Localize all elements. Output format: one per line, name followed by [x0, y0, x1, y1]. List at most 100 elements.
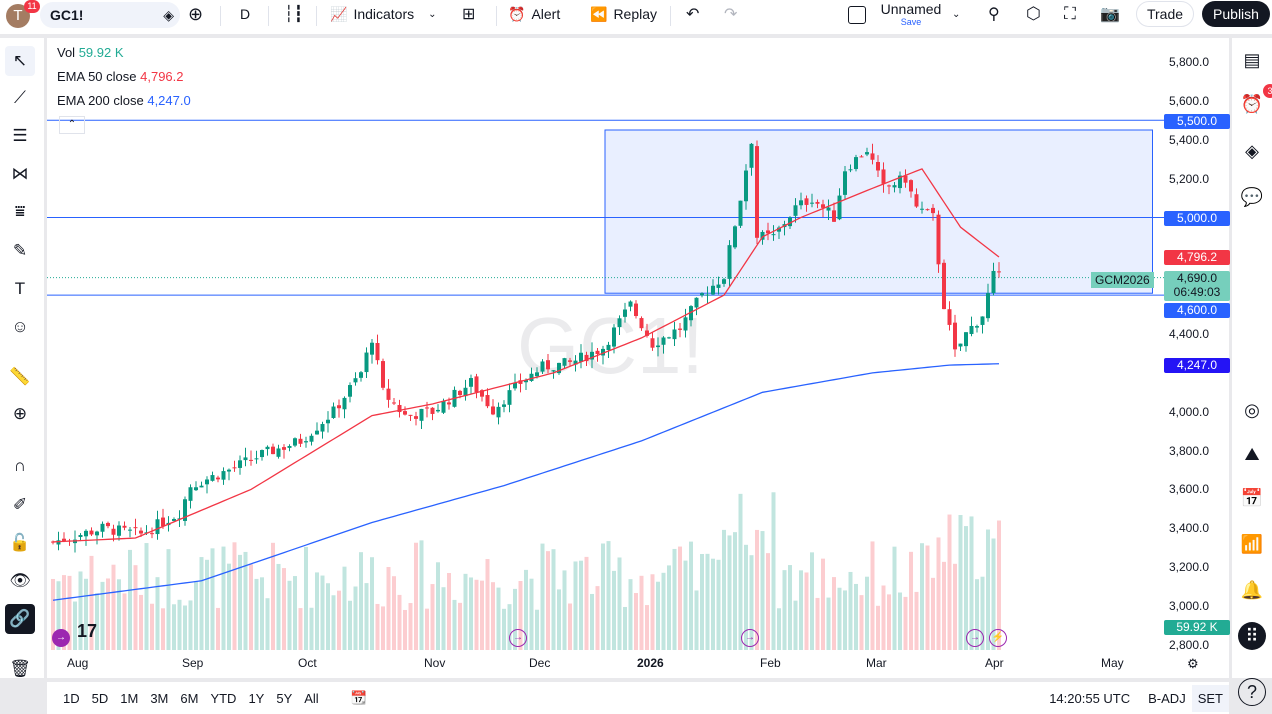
candle-body — [535, 372, 539, 377]
chevron-down-icon[interactable]: ⌄ — [428, 8, 437, 20]
settings-icon[interactable]: ⬡ — [1026, 4, 1041, 23]
clock-label[interactable]: 14:20:55 UTC — [1049, 690, 1131, 706]
volume-bar — [540, 543, 545, 650]
vol-legend[interactable]: Vol 59.92 K — [57, 45, 124, 60]
volume-bar — [744, 544, 748, 650]
text-icon[interactable]: T — [14, 279, 26, 298]
event-icon[interactable]: → — [52, 629, 70, 647]
fullscreen-icon[interactable]: ⛶ — [1064, 4, 1076, 23]
pattern-mountain-icon[interactable]: ⛰ — [1244, 443, 1260, 464]
range-1m[interactable]: 1M — [120, 690, 139, 706]
layouts-grid-icon[interactable]: ⊞ — [462, 6, 476, 23]
chat-icon[interactable]: 💬 — [1240, 186, 1264, 207]
range-ytd[interactable]: YTD — [210, 690, 237, 706]
trade-button[interactable]: Trade — [1136, 1, 1194, 27]
volume-bar — [980, 576, 985, 650]
watchlist-icon[interactable]: ▤ — [1243, 49, 1261, 70]
range-all[interactable]: All — [304, 690, 319, 706]
help-icon[interactable]: ? — [1238, 678, 1266, 706]
volume-bar — [139, 594, 143, 650]
emoji-icon[interactable]: ☺ — [11, 317, 29, 336]
redo-icon[interactable]: ↷ — [724, 6, 738, 23]
publish-button[interactable]: Publish — [1202, 1, 1270, 27]
candle-body — [892, 185, 897, 188]
broadcast-icon[interactable]: 📶 — [1240, 533, 1264, 554]
alerts-clock-icon[interactable]: ⏰ — [1240, 93, 1264, 114]
badj-toggle[interactable]: B-ADJ — [1148, 690, 1186, 706]
layout-square-icon[interactable] — [848, 6, 866, 24]
brush-icon[interactable]: ✎ — [12, 241, 28, 260]
lock-icon[interactable]: 🔓 — [9, 533, 31, 552]
volume-bar — [661, 572, 666, 650]
range-5y[interactable]: 5Y — [276, 690, 293, 706]
price-plot[interactable] — [47, 38, 1229, 678]
ema200-legend[interactable]: EMA 200 close 4,247.0 — [57, 93, 191, 108]
axis-settings-icon[interactable]: ⚙ — [1187, 656, 1199, 671]
horizontal-lines-icon[interactable]: ☰ — [12, 126, 28, 145]
candle-body — [199, 485, 204, 488]
range-1y[interactable]: 1Y — [248, 690, 265, 706]
ema50-legend[interactable]: EMA 50 close 4,796.2 — [57, 69, 184, 84]
calendar-icon[interactable]: 📅 — [1240, 487, 1264, 508]
layers-icon[interactable]: ◈ — [1245, 140, 1259, 161]
replay-button[interactable]: ⏪ Replay — [590, 5, 658, 23]
compass-icon[interactable]: ◎ — [1244, 399, 1260, 420]
pattern-icon[interactable]: ⋈ — [11, 164, 29, 183]
volume-bar — [617, 557, 622, 650]
date-range-calendar-icon[interactable]: 📆 — [350, 690, 367, 705]
magnet-icon[interactable]: ∩ — [13, 456, 27, 475]
range-5d[interactable]: 5D — [91, 690, 109, 706]
candle-body — [485, 395, 490, 407]
lightning-icon[interactable]: ⚡ — [989, 629, 1007, 647]
trash-icon[interactable]: 🗑 — [9, 659, 31, 678]
range-3m[interactable]: 3M — [150, 690, 169, 706]
candle-body — [342, 397, 347, 410]
event-icon[interactable]: → — [741, 629, 759, 647]
symbol-label: GC1! — [50, 7, 84, 23]
indicators-button[interactable]: 📈 Indicators ⌄ — [330, 5, 437, 23]
session-toggle[interactable]: SET — [1191, 684, 1229, 712]
diamond-icon[interactable]: ◈ — [163, 7, 174, 23]
cursor-icon[interactable]: ↖ — [5, 46, 35, 76]
link-icon[interactable]: 🔗 — [5, 604, 35, 634]
volume-bar — [282, 568, 286, 650]
undo-icon[interactable]: ↶ — [686, 6, 700, 23]
collapse-legend-button[interactable]: ⌃ — [59, 116, 85, 134]
event-icon[interactable]: → — [966, 629, 984, 647]
zoom-in-icon[interactable]: ⊕ — [12, 404, 28, 423]
candles-icon[interactable]: ┆┇ — [284, 6, 304, 23]
fib-icon[interactable]: ⩸ — [14, 202, 26, 221]
chevron-down-icon[interactable]: ⌄ — [952, 8, 961, 20]
volume-bar — [925, 545, 930, 650]
candle-body — [947, 309, 952, 325]
volume-bar — [353, 586, 358, 650]
compare-button[interactable]: ⊕ — [188, 3, 204, 24]
candle-body — [925, 209, 930, 211]
alert-button[interactable]: ⏰ Alert — [508, 5, 561, 23]
range-1d[interactable]: 1D — [63, 690, 80, 706]
apps-grid-icon[interactable]: ⠿ — [1238, 622, 1266, 650]
bell-icon[interactable]: 🔔 — [1240, 579, 1264, 600]
tradingview-logo[interactable]: 17 — [77, 621, 98, 641]
camera-icon[interactable]: 📷 — [1100, 6, 1120, 23]
time-tick: Mar — [866, 656, 887, 670]
volume-bar — [678, 546, 682, 650]
chart-pane[interactable]: GC1! Vol 59.92 K EMA 50 close 4,796.2 EM… — [47, 38, 1230, 678]
volume-bar — [766, 553, 770, 650]
trend-line-icon[interactable]: ⟋ — [14, 88, 26, 107]
price-tick: 5,800.0 — [1169, 55, 1210, 69]
event-icon[interactable]: → — [509, 629, 527, 647]
eye-icon[interactable]: 👁 — [9, 571, 31, 590]
layout-name[interactable]: Unnamed Save — [880, 1, 942, 27]
candle-body — [348, 385, 352, 397]
range-6m[interactable]: 6M — [180, 690, 199, 706]
volume-bar — [821, 558, 825, 650]
volume-bar — [914, 591, 919, 650]
interval-button[interactable]: D — [240, 6, 251, 22]
volume-bar — [122, 593, 127, 650]
symbol-search[interactable]: GC1! ◈ — [40, 2, 180, 28]
ruler-icon[interactable]: 📏 — [9, 367, 31, 386]
pencil-lock-icon[interactable]: ✐ — [12, 495, 28, 514]
volume-bar — [689, 541, 693, 650]
quick-search-icon[interactable]: ⚲ — [988, 6, 1000, 23]
